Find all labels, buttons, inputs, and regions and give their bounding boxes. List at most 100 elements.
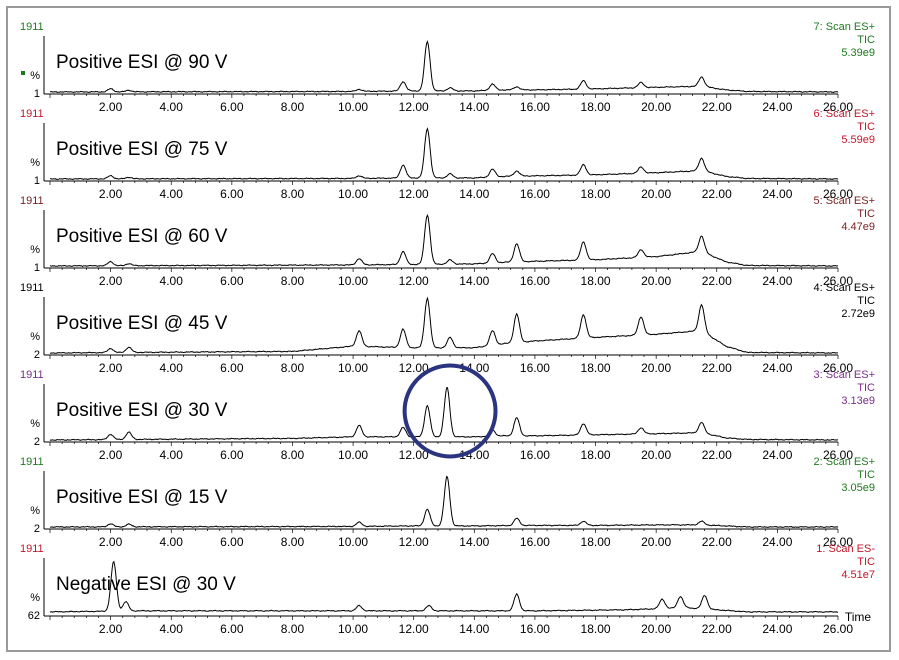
x-tick-label: 20.00 — [641, 448, 671, 462]
x-tick-label: 12.00 — [399, 535, 429, 549]
x-tick-label: 8.00 — [281, 535, 305, 549]
x-tick-label: 4.00 — [160, 187, 184, 201]
x-tick-label: 6.00 — [220, 274, 244, 288]
chart-frame — [6, 6, 891, 652]
panel-bottom-value: 1 — [34, 175, 40, 187]
x-tick-label: 2.00 — [99, 187, 123, 201]
x-tick-label: 4.00 — [160, 448, 184, 462]
panel-top-value: 1911 — [20, 369, 44, 381]
x-tick-label: 6.00 — [220, 622, 244, 636]
scan-label: 1: Scan ES- — [816, 543, 875, 555]
x-tick-label: 22.00 — [702, 448, 732, 462]
intensity-label: 3.13e9 — [841, 395, 875, 407]
x-tick-label: 2.00 — [99, 622, 123, 636]
x-tick-label: 16.00 — [520, 274, 550, 288]
trace-label: TIC — [857, 382, 875, 394]
x-tick-label: 2.00 — [99, 274, 123, 288]
panel-bottom-value: 2 — [34, 436, 40, 448]
x-tick-label: 16.00 — [520, 187, 550, 201]
x-axis-title: Time — [845, 610, 872, 624]
x-tick-label: 10.00 — [338, 274, 368, 288]
x-tick-label: 26.00 — [823, 100, 853, 114]
x-tick-label: 20.00 — [641, 274, 671, 288]
panel-top-value: 1911 — [20, 456, 44, 468]
x-tick-label: 4.00 — [160, 535, 184, 549]
x-tick-label: 26.00 — [823, 535, 853, 549]
highlight-circle — [402, 363, 498, 459]
x-tick-label: 26.00 — [823, 187, 853, 201]
scan-label: 5: Scan ES+ — [814, 195, 875, 207]
x-tick-label: 22.00 — [702, 361, 732, 375]
x-tick-label: 26.00 — [823, 361, 853, 375]
x-tick-label: 2.00 — [99, 361, 123, 375]
scan-label: 7: Scan ES+ — [814, 21, 875, 33]
x-tick-label: 20.00 — [641, 535, 671, 549]
x-tick-label: 24.00 — [762, 274, 792, 288]
x-tick-label: 18.00 — [581, 622, 611, 636]
x-tick-label: 24.00 — [762, 622, 792, 636]
x-tick-label: 10.00 — [338, 361, 368, 375]
panel-title: Negative ESI @ 30 V — [56, 574, 236, 595]
x-tick-label: 10.00 — [338, 622, 368, 636]
intensity-label: 5.59e9 — [841, 134, 875, 146]
panel-title: Positive ESI @ 60 V — [56, 226, 228, 247]
x-tick-label: 12.00 — [399, 100, 429, 114]
x-tick-label: 22.00 — [702, 622, 732, 636]
panel-top-value: 1911 — [20, 195, 44, 207]
x-tick-label: 10.00 — [338, 448, 368, 462]
x-tick-label: 24.00 — [762, 535, 792, 549]
x-tick-label: 2.00 — [99, 448, 123, 462]
trace-label: TIC — [857, 34, 875, 46]
x-tick-label: 16.00 — [520, 361, 550, 375]
x-tick-label: 2.00 — [99, 100, 123, 114]
panel-title: Positive ESI @ 45 V — [56, 313, 228, 334]
panel-top-value: 1911 — [20, 21, 44, 33]
panel-bottom-value: 1 — [34, 88, 40, 100]
trace-label: TIC — [857, 121, 875, 133]
x-tick-label: 20.00 — [641, 361, 671, 375]
x-tick-label: 18.00 — [581, 274, 611, 288]
x-tick-label: 24.00 — [762, 448, 792, 462]
x-tick-label: 16.00 — [520, 448, 550, 462]
scan-label: 4: Scan ES+ — [814, 282, 875, 294]
x-tick-label: 20.00 — [641, 622, 671, 636]
x-tick-label: 4.00 — [160, 361, 184, 375]
x-tick-label: 22.00 — [702, 187, 732, 201]
x-tick-label: 18.00 — [581, 448, 611, 462]
x-tick-label: 8.00 — [281, 187, 305, 201]
x-tick-label: 24.00 — [762, 361, 792, 375]
trace-label: TIC — [857, 295, 875, 307]
trace-line — [49, 475, 839, 529]
x-tick-label: 22.00 — [702, 100, 732, 114]
x-tick-label: 14.00 — [459, 535, 489, 549]
x-tick-label: 10.00 — [338, 535, 368, 549]
x-tick-label: 12.00 — [399, 187, 429, 201]
scan-label: 2: Scan ES+ — [814, 456, 875, 468]
panel-bottom-value: 1 — [34, 262, 40, 274]
x-tick-label: 14.00 — [459, 187, 489, 201]
trace-line — [49, 213, 839, 267]
x-tick-label: 6.00 — [220, 448, 244, 462]
x-tick-label: 14.00 — [459, 622, 489, 636]
x-tick-label: 14.00 — [459, 274, 489, 288]
intensity-label: 2.72e9 — [841, 308, 875, 320]
intensity-label: 3.05e9 — [841, 482, 875, 494]
panel-top-value: 1911 — [20, 108, 44, 120]
x-tick-label: 16.00 — [520, 622, 550, 636]
x-tick-label: 8.00 — [281, 361, 305, 375]
x-tick-label: 8.00 — [281, 622, 305, 636]
x-tick-label: 4.00 — [160, 100, 184, 114]
trace-line — [49, 40, 839, 94]
x-tick-label: 18.00 — [581, 361, 611, 375]
x-tick-label: 24.00 — [762, 100, 792, 114]
y-unit-label: % — [30, 244, 40, 256]
x-tick-label: 8.00 — [281, 100, 305, 114]
panel-title: Positive ESI @ 30 V — [56, 400, 228, 421]
trace-label: TIC — [857, 208, 875, 220]
panel-top-value: 1911 — [20, 282, 44, 294]
trace-label: TIC — [857, 556, 875, 568]
panel-top-value: 1911 — [20, 543, 44, 555]
trace-line — [49, 560, 838, 614]
x-tick-label: 20.00 — [641, 100, 671, 114]
